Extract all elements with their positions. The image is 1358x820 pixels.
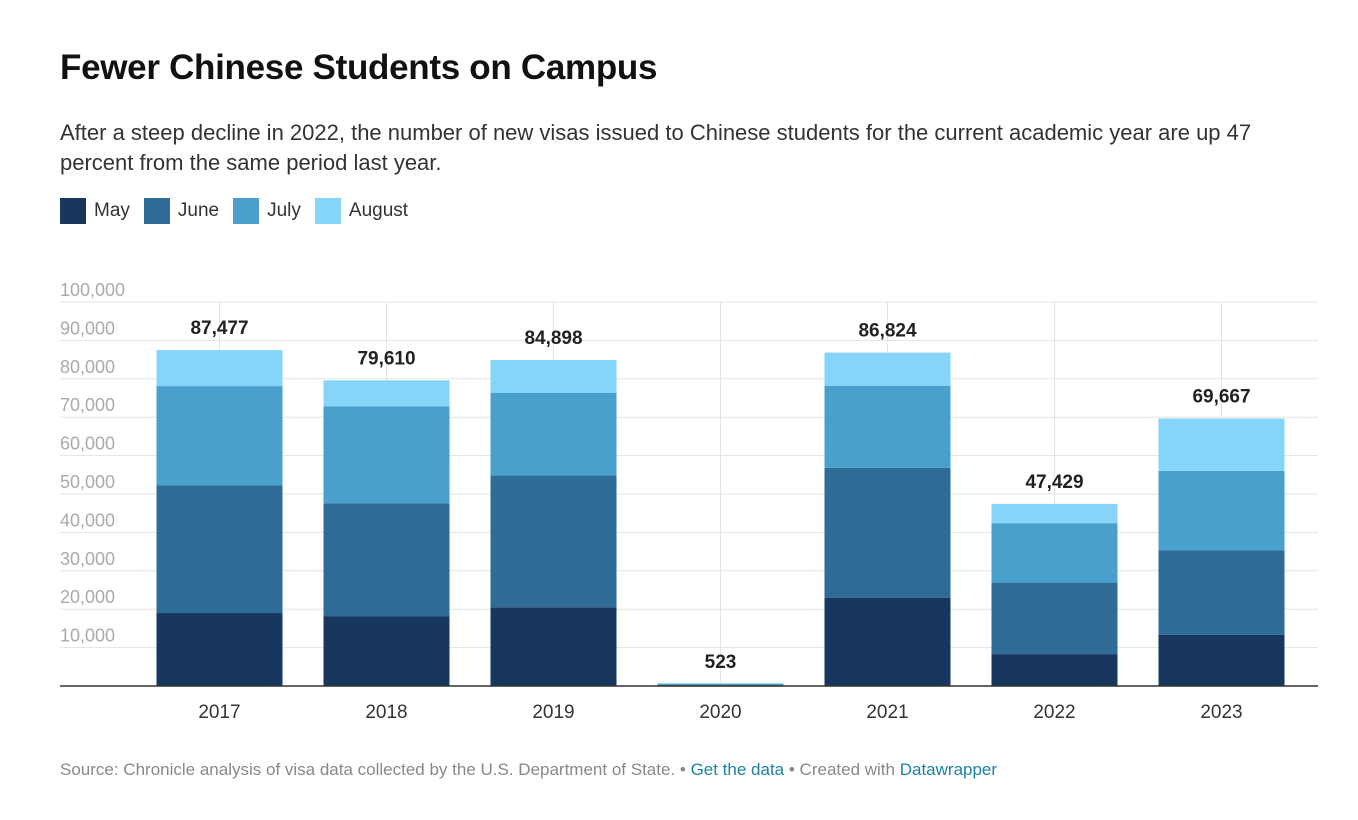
legend-swatch-june [143,198,170,224]
bar-july-2019 [490,393,617,476]
x-tick-label: 2023 [1200,702,1242,723]
stacked-bar-chart: 10,000 20,000 30,000 40,000 50,000 60,000 70,0… [60,280,1318,723]
x-tick-label: 2022 [1033,702,1075,723]
bar-total-label: 69,667 [1192,386,1250,407]
legend-item-july: July [233,198,301,224]
bar-totals: 87,477 79,610 84,898 523 86,824 47,429 69,667 [190,318,1250,673]
y-tick-label: 90,000 [60,318,115,338]
bar-august-2022 [991,503,1118,524]
bar-july-2022 [991,523,1118,583]
bar-june-2019 [490,475,617,608]
x-tick-label: 2017 [198,702,240,723]
bar-august-2017 [156,350,283,387]
legend-item-june: June [143,198,220,224]
legend-label-may: May [94,200,130,221]
y-tick-label: 60,000 [60,434,115,454]
bar-may-2017 [156,613,283,686]
legend-label-july: July [267,200,301,221]
bar-august-2023 [1158,418,1285,471]
bar-july-2018 [323,406,450,504]
legend-swatch-july [233,198,260,224]
x-tick-label: 2018 [365,702,407,723]
y-tick-label: 20,000 [60,587,115,607]
footer-separator: • [675,760,691,779]
legend-swatch-august [314,198,341,224]
bar-total-label: 523 [705,652,737,673]
bar-june-2021 [824,467,951,598]
bar-may-2018 [323,616,450,686]
bar-august-2021 [824,352,951,386]
chart-subtitle: After a steep decline in 2022, the numbe… [60,120,1252,175]
bar-june-2023 [1158,550,1285,635]
bar-june-2022 [991,582,1118,655]
bar-total-label: 47,429 [1025,472,1083,493]
footer: Source: Chronicle analysis of visa data … [60,760,997,780]
bar-total-label: 84,898 [524,328,582,349]
bar-may-2022 [991,654,1118,686]
bars [156,350,1285,686]
legend-label-august: August [348,200,409,221]
y-tick-label: 10,000 [60,626,115,646]
x-tick-label: 2019 [532,702,574,723]
get-the-data-link[interactable]: Get the data [690,760,785,779]
bar-may-2023 [1158,634,1285,686]
datawrapper-link[interactable]: Datawrapper [899,760,998,779]
y-tick-label: 30,000 [60,549,115,569]
bar-august-2018 [323,380,450,407]
legend-item-august: August [314,198,409,224]
created-with-text: Created with [799,760,895,779]
x-tick-label: 2021 [866,702,908,723]
bar-total-label: 79,610 [357,348,415,369]
y-tick-label: 70,000 [60,395,115,415]
footer-separator-2: • [784,760,800,779]
bar-june-2018 [323,503,450,617]
bar-july-2021 [824,385,951,468]
legend-item-may: May [60,198,130,224]
x-tick-label: 2020 [699,702,741,723]
bar-august-2020 [657,683,784,685]
y-tick-label: 80,000 [60,357,115,377]
bar-may-2019 [490,607,617,686]
bar-july-2017 [156,386,283,486]
bar-august-2019 [490,359,617,394]
bar-july-2023 [1158,470,1285,551]
legend: May June July August [60,198,422,224]
bar-may-2021 [824,597,951,686]
x-axis-ticks: 2017 2018 2019 2020 2021 2022 2023 [198,702,1242,723]
y-tick-label: 40,000 [60,510,115,530]
bar-total-label: 87,477 [190,318,248,339]
legend-swatch-may [60,198,86,224]
bar-total-label: 86,824 [858,321,917,342]
y-tick-label: 100,000 [60,280,125,300]
y-axis-ticks: 10,000 20,000 30,000 40,000 50,000 60,000 70,0… [60,280,125,646]
chart-title: Fewer Chinese Students on Campus [60,48,658,87]
legend-label-june: June [177,200,220,221]
y-tick-label: 50,000 [60,472,115,492]
bar-june-2017 [156,485,283,614]
source-note: Source: Chronicle analysis of visa data … [60,760,676,779]
